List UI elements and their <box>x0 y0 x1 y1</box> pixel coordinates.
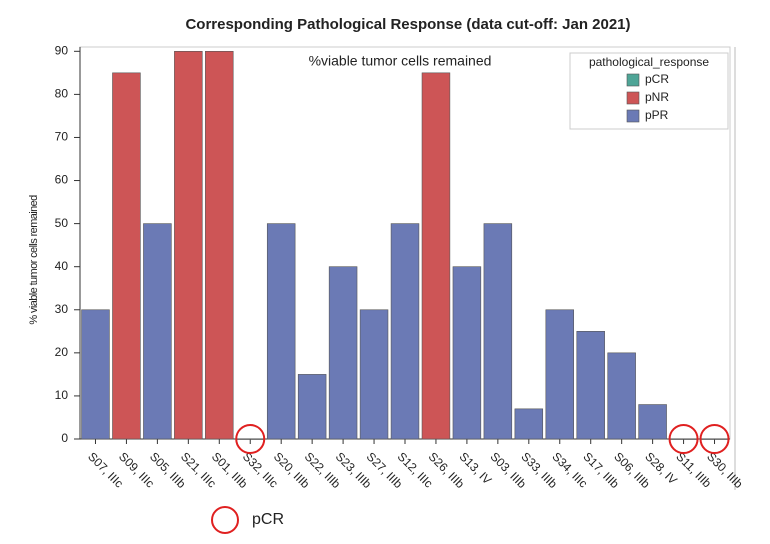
bar <box>545 309 574 440</box>
x-tick-label: S30, IIIb <box>704 449 746 491</box>
legend-swatch <box>626 73 640 87</box>
bar <box>700 438 729 440</box>
y-tick-label: 80 <box>55 87 69 101</box>
y-tick-label: 30 <box>55 302 69 316</box>
highlight-circle <box>668 424 699 454</box>
bar <box>607 352 636 440</box>
y-tick-label: 10 <box>55 388 69 402</box>
legend-label: pCR <box>645 72 669 86</box>
bar <box>514 408 544 440</box>
y-tick-label: 70 <box>55 130 69 144</box>
bar <box>297 374 327 440</box>
y-tick-label: 40 <box>55 259 69 273</box>
y-tick-label: 60 <box>55 173 69 187</box>
bar <box>328 266 358 440</box>
note-circle <box>211 506 239 534</box>
bar <box>421 72 451 440</box>
y-tick-label: 0 <box>61 431 68 445</box>
bottom-note: pCR <box>252 511 284 528</box>
y-axis-label: % viable tumor cells remained <box>28 195 40 325</box>
legend-label: pPR <box>645 108 669 122</box>
bar <box>112 72 141 440</box>
y-tick-label: 50 <box>55 216 69 230</box>
legend-box <box>569 52 729 130</box>
bar <box>236 438 265 440</box>
legend-label: pNR <box>645 90 669 104</box>
y-tick-label: 20 <box>55 345 69 359</box>
legend-swatch <box>626 91 640 105</box>
y-tick-label: 90 <box>55 43 69 57</box>
legend-title: pathological_response <box>589 55 709 69</box>
bar <box>576 331 605 440</box>
bar <box>390 223 420 440</box>
bar <box>483 223 513 440</box>
bar <box>205 51 234 440</box>
bar <box>81 309 110 440</box>
bar <box>143 223 172 440</box>
chart-title: Corresponding Pathological Response (dat… <box>185 16 630 33</box>
bar <box>452 266 482 440</box>
bar <box>266 223 296 440</box>
annotation: %viable tumor cells remained <box>309 53 492 69</box>
bar <box>669 438 698 440</box>
bar <box>174 51 203 440</box>
highlight-circle <box>235 424 266 454</box>
highlight-circle <box>699 424 730 454</box>
legend-swatch <box>626 109 640 123</box>
bar <box>359 309 389 440</box>
bar <box>638 404 667 440</box>
